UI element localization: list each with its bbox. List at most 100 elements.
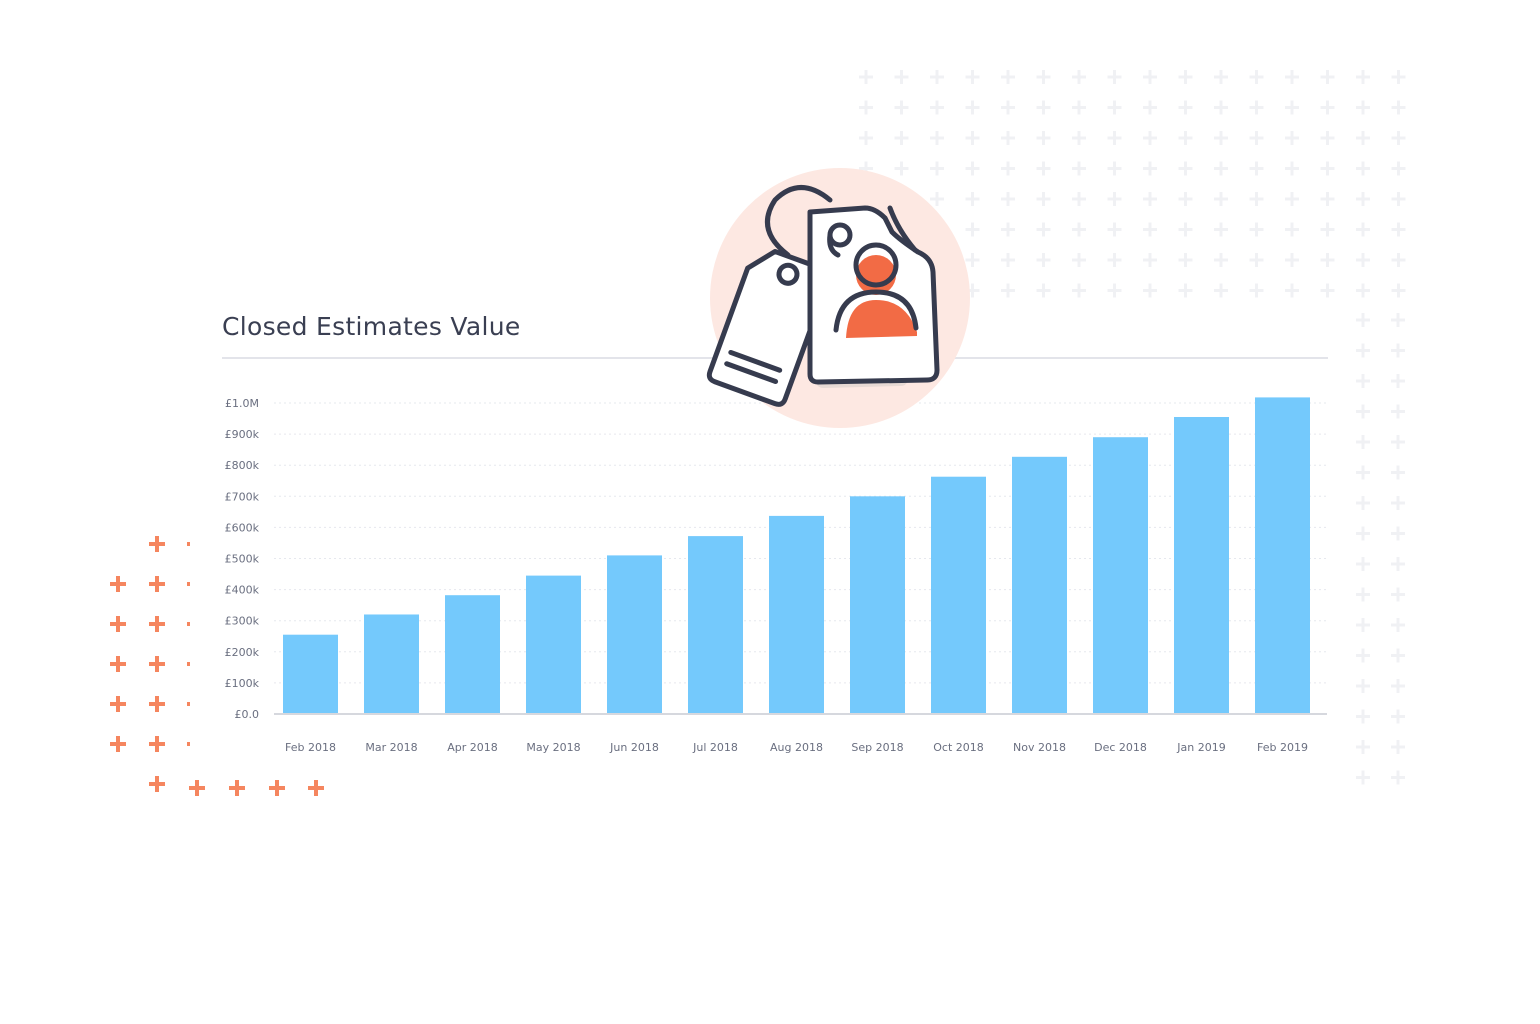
plus-icon xyxy=(1072,70,1086,84)
plus-icon xyxy=(1356,465,1370,480)
plus-icon xyxy=(1143,222,1157,237)
plus-icon xyxy=(1356,770,1370,785)
plus-icon xyxy=(965,222,980,237)
y-tick-label: £100k xyxy=(225,677,260,690)
plus-icon xyxy=(859,161,873,176)
plus-icon xyxy=(1107,100,1122,115)
plus-icon xyxy=(1320,192,1335,206)
plus-icon xyxy=(1249,253,1264,267)
x-tick-label: Feb 2018 xyxy=(285,741,336,754)
plus-icon xyxy=(1391,770,1405,785)
plus-icon xyxy=(930,131,944,145)
plus-icon xyxy=(1107,192,1122,206)
y-tick-label: £600k xyxy=(225,521,260,534)
plus-icon xyxy=(1178,253,1193,267)
plus-icon xyxy=(1391,313,1405,327)
plus-icon xyxy=(1001,131,1015,145)
y-tick-label: £200k xyxy=(225,646,260,659)
plus-icon xyxy=(308,780,324,796)
plus-icon xyxy=(930,70,944,84)
plus-icon xyxy=(1143,131,1157,145)
plus-icon xyxy=(1249,161,1264,176)
plus-icon xyxy=(1214,253,1228,267)
plus-icon xyxy=(1107,222,1122,237)
plus-icon xyxy=(1391,679,1405,693)
plus-icon xyxy=(1072,283,1086,298)
plus-icon xyxy=(894,161,909,176)
bar xyxy=(283,634,338,714)
plus-icon xyxy=(110,616,126,632)
plus-icon xyxy=(1391,131,1406,145)
plus-icon xyxy=(1285,192,1299,206)
plus-icon xyxy=(1072,222,1086,237)
plus-icon xyxy=(1356,283,1370,298)
plus-icon xyxy=(149,696,165,712)
plus-icon xyxy=(1001,100,1015,115)
plus-icon xyxy=(1320,131,1335,145)
plus-icon xyxy=(1285,131,1299,145)
x-tick-label: Mar 2018 xyxy=(365,741,417,754)
plus-icon xyxy=(965,161,980,176)
bar xyxy=(769,515,824,714)
plus-icon xyxy=(110,576,126,592)
y-tick-label: £0.0 xyxy=(235,708,260,721)
plus-icon xyxy=(1285,222,1299,237)
plus-icon xyxy=(1356,343,1370,358)
plus-icon xyxy=(1214,100,1228,115)
y-tick-label: £400k xyxy=(225,584,260,597)
y-tick-label: £300k xyxy=(225,615,260,628)
plus-icon xyxy=(149,536,165,552)
plus-icon xyxy=(187,662,190,666)
plus-icon xyxy=(1072,131,1086,145)
plus-icon xyxy=(1036,70,1051,84)
plus-icon xyxy=(110,696,126,712)
plus-icon xyxy=(1036,192,1051,206)
plus-icon xyxy=(1391,222,1406,237)
plus-icon xyxy=(1356,526,1370,541)
plus-icon xyxy=(187,622,190,626)
plus-icon xyxy=(1285,70,1299,84)
plus-icon xyxy=(1072,253,1086,267)
plus-icon xyxy=(1285,100,1299,115)
plus-icon xyxy=(1178,222,1193,237)
plus-icon xyxy=(110,736,126,752)
y-tick-label: £1.0M xyxy=(225,397,259,410)
plus-icon xyxy=(1107,283,1122,298)
plus-icon xyxy=(1391,253,1406,267)
plus-icon xyxy=(187,542,190,546)
plus-icon xyxy=(149,576,165,592)
plus-icon xyxy=(1391,283,1406,298)
plus-icon xyxy=(1356,70,1370,84)
plus-icon xyxy=(1356,496,1370,510)
plus-icon xyxy=(149,616,165,632)
plus-icon xyxy=(1214,70,1228,84)
bar xyxy=(931,476,986,714)
plus-icon xyxy=(1143,192,1157,206)
plus-icon xyxy=(1143,70,1157,84)
plus-icon xyxy=(187,582,190,586)
plus-icon xyxy=(1391,70,1406,84)
plus-icon xyxy=(1356,709,1370,724)
bar xyxy=(1174,416,1229,714)
plus-icon xyxy=(1320,70,1335,84)
plus-icon xyxy=(1391,404,1405,419)
plus-icon xyxy=(1107,161,1122,176)
plus-icon xyxy=(1214,192,1228,206)
plus-icon xyxy=(1072,100,1086,115)
plus-icon xyxy=(1001,192,1015,206)
chart-title: Closed Estimates Value xyxy=(222,312,521,341)
plus-icon xyxy=(149,656,165,672)
plus-icon xyxy=(1320,100,1335,115)
y-tick-label: £500k xyxy=(225,553,260,566)
plus-icon xyxy=(1356,679,1370,693)
plus-icon xyxy=(149,776,165,792)
plus-icon xyxy=(1178,70,1193,84)
plus-icon xyxy=(1249,283,1264,298)
plus-icon xyxy=(1143,100,1157,115)
y-tick-label: £700k xyxy=(225,490,260,503)
plus-icon xyxy=(1356,740,1370,754)
bar xyxy=(607,555,662,714)
plus-icon xyxy=(1001,161,1015,176)
